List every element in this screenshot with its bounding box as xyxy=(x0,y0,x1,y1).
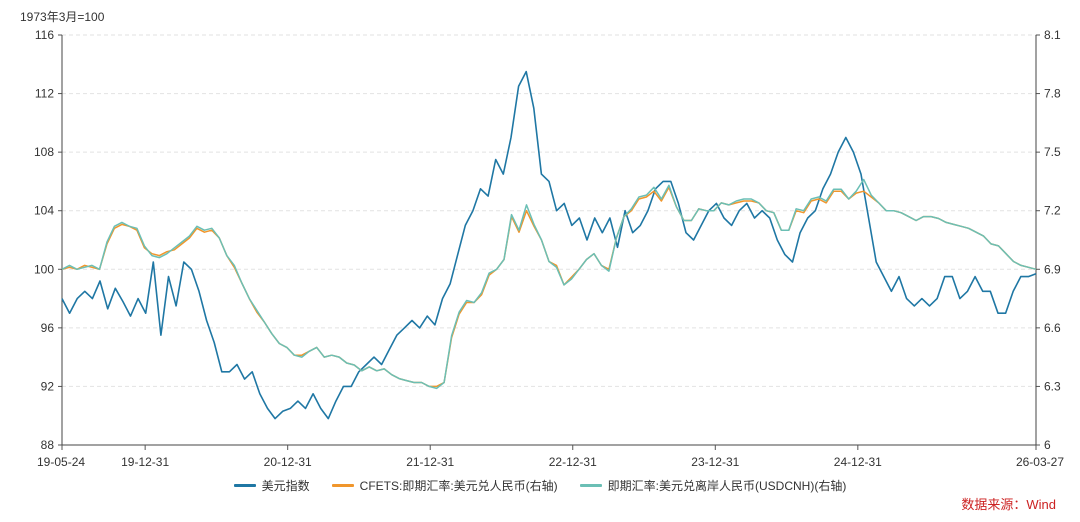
y-right-tick-label: 6 xyxy=(1044,438,1051,452)
x-tick-label: 23-12-31 xyxy=(691,455,739,469)
y-left-tick-labels: 88 92 96 100 104 108 112 116 xyxy=(34,28,54,452)
x-tick-label: 20-12-31 xyxy=(264,455,312,469)
y-right-tick-label: 7.2 xyxy=(1044,204,1061,218)
series-lines xyxy=(61,70,1037,420)
y-right-tick-label: 7.8 xyxy=(1044,87,1061,101)
y-right-tick-label: 7.5 xyxy=(1044,145,1061,159)
y-left-tick-label: 88 xyxy=(41,438,55,452)
y-left-tick-label: 108 xyxy=(34,145,54,159)
x-tick-label: 19-05-24 xyxy=(37,455,85,469)
legend-label: CFETS:即期汇率:美元兑人民币(右轴) xyxy=(359,478,558,493)
chart: 1973年3月=100 88 92 96 100 104 108 112 116 6 6.3 6.… xyxy=(20,10,1064,469)
y-right-tick-label: 6.9 xyxy=(1044,262,1061,276)
legend-label: 即期汇率:美元兑离岸人民币(USDCNH)(右轴) xyxy=(607,478,847,493)
y-right-tick-label: 8.1 xyxy=(1044,28,1061,42)
series-line-0 xyxy=(61,70,1037,420)
y-left-tick-label: 100 xyxy=(34,262,54,276)
legend-swatch xyxy=(233,483,256,487)
y-left-tick-label: 96 xyxy=(41,321,55,335)
x-tick-label: 22-12-31 xyxy=(549,455,597,469)
legend-item-cfets-usdcny[interactable]: CFETS:即期汇率:美元兑人民币(右轴) xyxy=(331,477,558,494)
y-right-tick-label: 6.6 xyxy=(1044,321,1061,335)
y-right-tick-labels: 6 6.3 6.6 6.9 7.2 7.5 7.8 8.1 xyxy=(1044,28,1061,452)
legend-item-usdcnh[interactable]: 即期汇率:美元兑离岸人民币(USDCNH)(右轴) xyxy=(579,477,847,494)
y-right-tick-label: 6.3 xyxy=(1044,379,1061,393)
x-tick-label: 26-03-27 xyxy=(1016,455,1064,469)
x-tick-labels: 19-05-24 19-12-31 20-12-31 21-12-31 22-12-31… xyxy=(37,455,1064,469)
x-tick-label: 19-12-31 xyxy=(121,455,169,469)
x-tick-label: 24-12-31 xyxy=(834,455,882,469)
legend-swatch xyxy=(579,483,602,487)
legend-item-dollar-index[interactable]: 美元指数 xyxy=(233,477,310,494)
axes xyxy=(58,34,1040,450)
y-left-unit-label: 1973年3月=100 xyxy=(20,10,105,24)
source-note: 数据来源：Wind xyxy=(961,497,1056,512)
legend-label: 美元指数 xyxy=(261,478,310,493)
y-left-tick-label: 112 xyxy=(35,87,54,101)
y-left-tick-label: 116 xyxy=(35,28,54,42)
legend: 美元指数 CFETS:即期汇率:美元兑人民币(右轴) 即期汇率:美元兑离岸人民币… xyxy=(0,476,1080,494)
legend-swatch xyxy=(331,483,354,487)
y-left-tick-label: 92 xyxy=(41,379,55,393)
gridlines xyxy=(62,34,1036,387)
x-tick-label: 21-12-31 xyxy=(406,455,454,469)
series-line-2 xyxy=(61,178,1037,390)
y-left-tick-label: 104 xyxy=(34,204,54,218)
